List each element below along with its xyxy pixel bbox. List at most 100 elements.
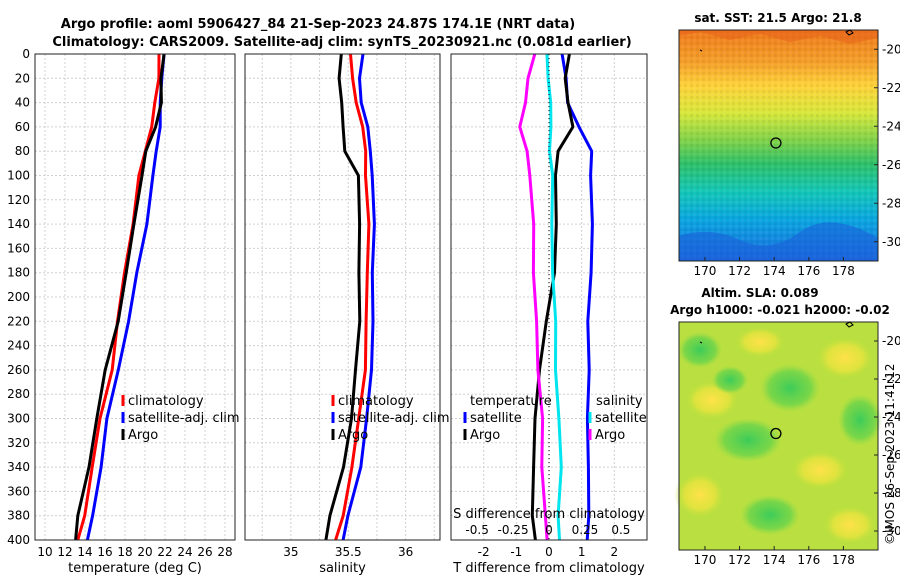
salinity-profile-panel: 35 35.5 36 salinity climatology satellite-adj… xyxy=(244,53,450,576)
figure-title-line1: Argo profile: aoml 5906427_84 21-Sep-202… xyxy=(61,17,575,32)
depth-tick-label: 220 xyxy=(7,314,30,328)
argo-location-marker-sst xyxy=(770,137,782,149)
series-line-climatology xyxy=(334,53,371,541)
legend-title-salinity: salinity xyxy=(596,394,643,409)
sst-cool-band xyxy=(679,222,878,261)
map-x-tick-label: 176 xyxy=(797,553,820,567)
legend-label: climatology xyxy=(338,394,414,409)
series-line-t-argo xyxy=(530,53,575,541)
depth-tick-label: 300 xyxy=(7,412,30,426)
legend-label: Argo xyxy=(470,428,500,443)
map-y-tick-label: -26 xyxy=(882,158,900,172)
sla-map-panel: Altim. SLA: 0.089 Argo h1000: -0.021 h20… xyxy=(670,286,900,567)
map-x-tick-label: 170 xyxy=(694,553,717,567)
legend-title-temperature: temperature xyxy=(470,394,552,409)
x-tick-label: -2 xyxy=(478,545,490,559)
sst-map-title: sat. SST: 21.5 Argo: 21.8 xyxy=(694,11,861,25)
x-axis-label: T difference from climatology xyxy=(452,561,645,576)
depth-tick-label: 260 xyxy=(7,363,30,377)
difference-profile-panel: -2 -1 0 1 2 T difference from climatology S di… xyxy=(450,53,648,576)
map-x-tick-label: 178 xyxy=(832,264,855,278)
plot-frame xyxy=(34,53,236,541)
map-y-tick-label: -22 xyxy=(882,372,900,386)
sst-map-axes: 170 172 174 176 178 -20 -22 -24 -26 -28 -30 xyxy=(694,42,900,278)
sla-map-frame xyxy=(678,321,879,551)
map-y-tick-label: -20 xyxy=(882,42,900,56)
map-x-tick-label: 174 xyxy=(763,264,786,278)
depth-tick-label: 280 xyxy=(7,387,30,401)
legend-label: climatology xyxy=(128,394,204,409)
x-tick-label: 28 xyxy=(217,545,232,559)
series-line-argo xyxy=(74,53,166,541)
map-x-tick-label: 170 xyxy=(694,264,717,278)
x-tick-label: -1 xyxy=(510,545,522,559)
depth-tick-label: 320 xyxy=(7,436,30,450)
depth-tick-label: 200 xyxy=(7,290,30,304)
map-x-tick-label: 174 xyxy=(763,553,786,567)
legend-label: Argo xyxy=(595,428,625,443)
sla-heatmap-features xyxy=(674,326,882,545)
island-outline-sla xyxy=(699,321,854,344)
x-tick-label: 0 xyxy=(545,545,553,559)
imos-watermark: ©IMOS 26-Sep-2023 11:41:12 xyxy=(883,363,897,545)
map-y-tick-label: -30 xyxy=(882,235,900,249)
series-line-s-argo xyxy=(518,53,549,541)
map-y-tick-label: -28 xyxy=(882,196,900,210)
x-tick-label: 24 xyxy=(177,545,192,559)
sla-map-axes: 170 172 174 176 178 -20 -22 -24 -26 -28 -30 xyxy=(694,334,900,567)
depth-tick-label: 80 xyxy=(15,144,30,158)
depth-tick-label: 120 xyxy=(7,193,30,207)
temperature-profile-panel: 10 12 14 16 18 20 22 24 26 2802040608010012014016… xyxy=(7,47,240,576)
x-tick-label: 36 xyxy=(398,545,413,559)
depth-tick-label: 340 xyxy=(7,460,30,474)
x-tick-label: 18 xyxy=(117,545,132,559)
legend-label: Argo xyxy=(128,428,158,443)
plot-frame xyxy=(244,53,441,541)
map-y-tick-label: -24 xyxy=(882,410,900,424)
sst-map-frame xyxy=(678,29,879,262)
sla-map-subtitle: Argo h1000: -0.021 h2000: -0.02 xyxy=(670,303,890,317)
sst-map-panel: sat. SST: 21.5 Argo: 21.8 170 172 174 176 17… xyxy=(678,11,900,278)
map-x-tick-label: 176 xyxy=(797,264,820,278)
depth-tick-label: 240 xyxy=(7,339,30,353)
sst-warm-band xyxy=(679,30,878,44)
secondary-x-tick-label: 0 xyxy=(545,523,553,537)
series-line-satellite-adj-clim xyxy=(341,53,376,541)
legend-label: satellite xyxy=(595,411,647,426)
depth-tick-label: 380 xyxy=(7,509,30,523)
secondary-x-tick-label: -0.5 xyxy=(465,523,488,537)
depth-tick-label: 180 xyxy=(7,266,30,280)
depth-tick-label: 400 xyxy=(7,533,30,547)
depth-tick-label: 40 xyxy=(15,96,30,110)
x-tick-label: 35.5 xyxy=(335,545,362,559)
argo-location-marker-sla xyxy=(770,427,782,440)
island-outline-sst xyxy=(699,29,854,52)
series-line-s-satellite xyxy=(545,53,563,541)
x-tick-label: 1 xyxy=(578,545,586,559)
depth-tick-label: 360 xyxy=(7,484,30,498)
sla-map-title: Altim. SLA: 0.089 xyxy=(701,286,818,300)
x-tick-label: 16 xyxy=(97,545,112,559)
map-x-tick-label: 178 xyxy=(832,553,855,567)
legend-label: satellite-adj. clim xyxy=(338,411,450,426)
map-x-tick-label: 172 xyxy=(728,264,751,278)
legend-label: Argo xyxy=(338,428,368,443)
depth-tick-label: 20 xyxy=(15,71,30,85)
map-y-tick-label: -22 xyxy=(882,81,900,95)
depth-tick-label: 0 xyxy=(22,47,30,61)
x-tick-label: 35 xyxy=(283,545,298,559)
legend-label: satellite xyxy=(470,411,522,426)
x-tick-label: 12 xyxy=(57,545,72,559)
depth-tick-label: 160 xyxy=(7,241,30,255)
map-x-tick-label: 172 xyxy=(728,553,751,567)
secondary-x-tick-label: 0.25 xyxy=(572,523,599,537)
series-line-argo xyxy=(324,53,362,541)
depth-tick-label: 60 xyxy=(15,120,30,134)
map-y-tick-label: -28 xyxy=(882,486,900,500)
x-tick-label: 26 xyxy=(197,545,212,559)
map-y-tick-label: -26 xyxy=(882,448,900,462)
figure-title-line2: Climatology: CARS2009. Satellite-adj cli… xyxy=(52,35,631,50)
x-tick-label: 20 xyxy=(137,545,152,559)
map-y-tick-label: -20 xyxy=(882,334,900,348)
